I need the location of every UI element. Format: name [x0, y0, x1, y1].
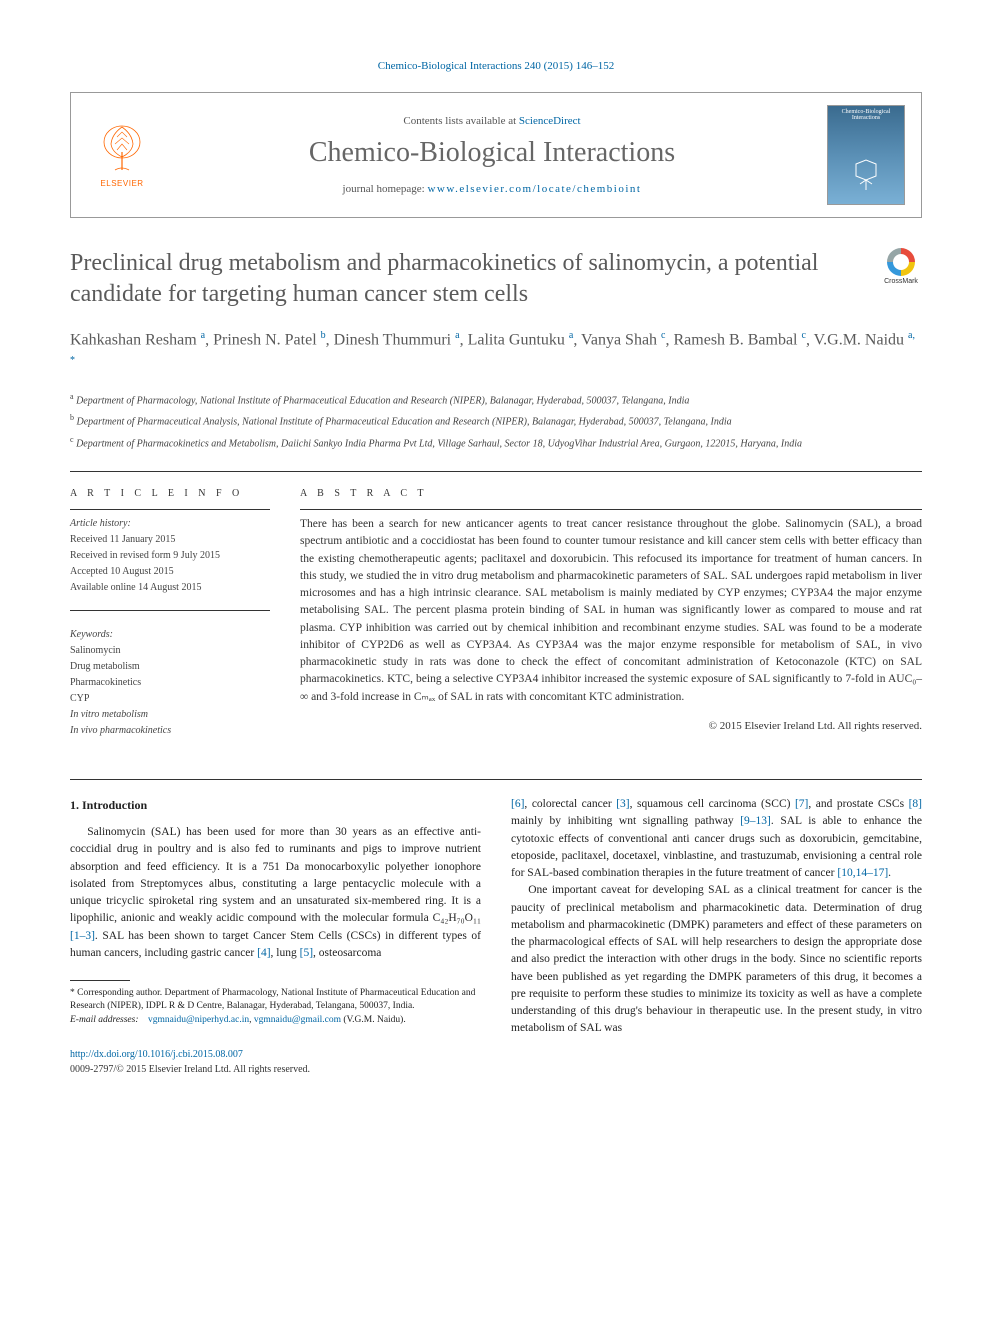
- homepage-link[interactable]: www.elsevier.com/locate/chembioint: [427, 183, 641, 195]
- keyword: CYP: [70, 691, 270, 707]
- ref-link[interactable]: [9–13]: [740, 815, 771, 827]
- ref-link[interactable]: [5]: [300, 947, 313, 959]
- sciencedirect-link[interactable]: ScienceDirect: [519, 115, 581, 127]
- article-info-head: A R T I C L E I N F O: [70, 488, 270, 499]
- abstract-head: A B S T R A C T: [300, 488, 922, 499]
- divider: [70, 779, 922, 780]
- ref-link[interactable]: [7]: [795, 798, 808, 810]
- homepage-prefix: journal homepage:: [343, 183, 428, 195]
- history-revised: Received in revised form 9 July 2015: [70, 548, 270, 564]
- email-link[interactable]: vgmnaidu@niperhyd.ac.in: [148, 1015, 249, 1025]
- author-list: Kahkashan Resham a, Prinesh N. Patel b, …: [70, 328, 922, 377]
- ref-link[interactable]: [4]: [257, 947, 270, 959]
- abstract-block: A B S T R A C T There has been a search …: [300, 488, 922, 739]
- intro-paragraph-cont: [6], colorectal cancer [3], squamous cel…: [511, 796, 922, 882]
- history-received: Received 11 January 2015: [70, 532, 270, 548]
- keywords-label: Keywords:: [70, 627, 270, 643]
- article-info-sidebar: A R T I C L E I N F O Article history: R…: [70, 488, 270, 739]
- email-label: E-mail addresses:: [70, 1015, 139, 1025]
- citation-header: Chemico-Biological Interactions 240 (201…: [70, 60, 922, 72]
- copyright-line: © 2015 Elsevier Ireland Ltd. All rights …: [300, 720, 922, 732]
- affiliation-c: c Department of Pharmacokinetics and Met…: [70, 434, 922, 451]
- intro-paragraph: Salinomycin (SAL) has been used for more…: [70, 824, 481, 962]
- email-footnote: E-mail addresses: vgmnaidu@niperhyd.ac.i…: [70, 1014, 481, 1027]
- email-link[interactable]: vgmnaidu@gmail.com: [254, 1015, 341, 1025]
- elsevier-logo: ELSEVIER: [87, 110, 157, 200]
- history-accepted: Accepted 10 August 2015: [70, 564, 270, 580]
- keyword: Drug metabolism: [70, 659, 270, 675]
- affiliation-b: b Department of Pharmaceutical Analysis,…: [70, 412, 922, 429]
- keyword: In vivo pharmacokinetics: [70, 723, 270, 739]
- journal-name: Chemico-Biological Interactions: [157, 137, 827, 169]
- keyword: Salinomycin: [70, 643, 270, 659]
- history-label: Article history:: [70, 516, 270, 532]
- journal-masthead: ELSEVIER Contents lists available at Sci…: [70, 92, 922, 218]
- intro-paragraph-2: One important caveat for developing SAL …: [511, 882, 922, 1037]
- elsevier-tree-icon: [97, 122, 147, 177]
- affiliation-a: a Department of Pharmacology, National I…: [70, 391, 922, 408]
- journal-homepage: journal homepage: www.elsevier.com/locat…: [157, 183, 827, 195]
- ref-link[interactable]: [1–3]: [70, 930, 95, 942]
- article-title: Preclinical drug metabolism and pharmaco…: [70, 248, 868, 310]
- issn-copyright: 0009-2797/© 2015 Elsevier Ireland Ltd. A…: [70, 1064, 310, 1075]
- contents-available: Contents lists available at ScienceDirec…: [157, 115, 827, 127]
- crossmark-icon: [887, 248, 915, 276]
- body-column-left: 1. Introduction Salinomycin (SAL) has be…: [70, 796, 481, 1077]
- cover-molecule-icon: [846, 154, 886, 194]
- elsevier-wordmark: ELSEVIER: [100, 179, 143, 188]
- journal-cover-thumbnail: Chemico-Biological Interactions: [827, 105, 905, 205]
- abstract-text: There has been a search for new anticanc…: [300, 516, 922, 706]
- history-online: Available online 14 August 2015: [70, 580, 270, 596]
- doi-block: http://dx.doi.org/10.1016/j.cbi.2015.08.…: [70, 1047, 481, 1077]
- footnote-rule: [70, 980, 130, 981]
- email-attribution: (V.G.M. Naidu).: [343, 1015, 405, 1025]
- crossmark-label: CrossMark: [884, 278, 918, 285]
- body-column-right: [6], colorectal cancer [3], squamous cel…: [511, 796, 922, 1077]
- ref-link[interactable]: [8]: [909, 798, 922, 810]
- ref-link[interactable]: [6]: [511, 798, 524, 810]
- divider: [70, 471, 922, 472]
- corresponding-author: * Corresponding author. Department of Ph…: [70, 987, 481, 1014]
- keyword: In vitro metabolism: [70, 707, 270, 723]
- cover-thumb-title: Chemico-Biological Interactions: [828, 106, 904, 124]
- section-heading-intro: 1. Introduction: [70, 796, 481, 814]
- keyword: Pharmacokinetics: [70, 675, 270, 691]
- ref-link[interactable]: [10,14–17]: [837, 867, 888, 879]
- crossmark-badge[interactable]: CrossMark: [880, 248, 922, 290]
- contents-prefix: Contents lists available at: [403, 115, 518, 127]
- doi-link[interactable]: http://dx.doi.org/10.1016/j.cbi.2015.08.…: [70, 1049, 243, 1060]
- ref-link[interactable]: [3]: [616, 798, 629, 810]
